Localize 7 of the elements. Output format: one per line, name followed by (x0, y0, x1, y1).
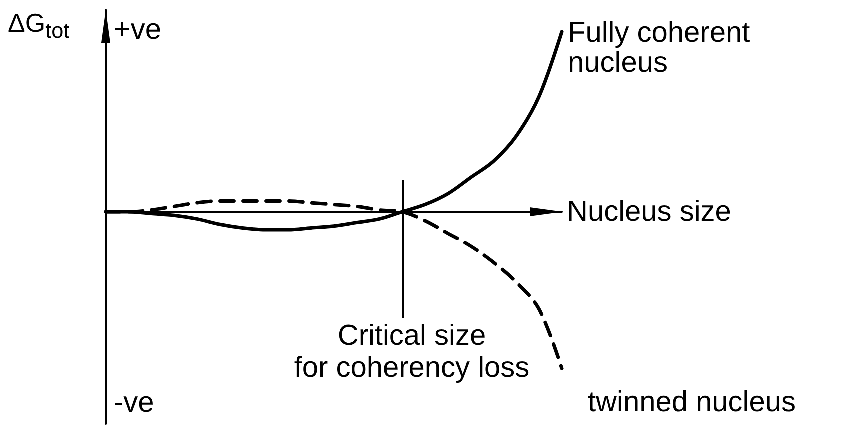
text: -ve (114, 387, 154, 419)
annotation: Critical size for coherency loss (294, 320, 530, 384)
y-axis-title: ΔG$_{tot}$ (8, 8, 70, 46)
series-label: twinned nucleus (588, 386, 796, 419)
annotation: +ve (114, 14, 162, 46)
x-axis-title: Nucleus size (567, 196, 732, 228)
series-label: Fully coherent nucleus (568, 16, 758, 79)
